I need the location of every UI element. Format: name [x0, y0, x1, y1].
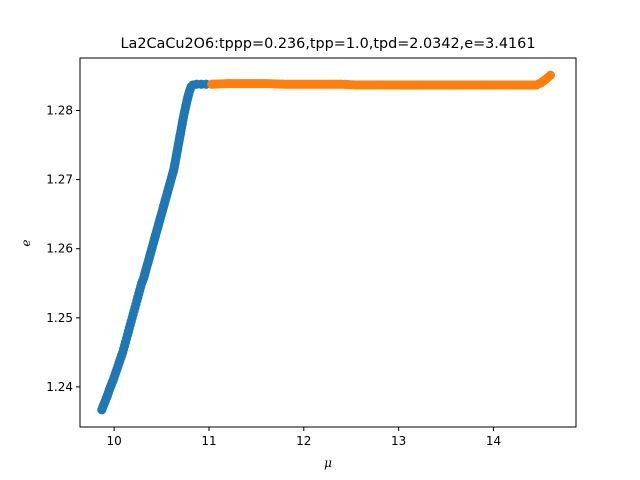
y-axis: 1.24 1.25 1.26 1.27 1.28 — [46, 104, 80, 394]
y-tick-label: 1.27 — [46, 173, 73, 187]
axes-frame — [80, 58, 576, 427]
x-axis-label: μ — [324, 456, 332, 470]
chart-title: La2CaCu2O6:tppp=0.236,tpp=1.0,tpd=2.0342… — [121, 36, 536, 52]
y-tick-label: 1.28 — [46, 104, 73, 118]
series-1 — [97, 79, 211, 415]
y-tick-label: 1.24 — [46, 380, 73, 394]
x-axis: 10 11 12 13 14 — [107, 427, 501, 448]
x-tick-label: 14 — [486, 434, 501, 448]
data-marks — [97, 70, 555, 415]
x-tick-label: 10 — [107, 434, 122, 448]
x-tick-label: 13 — [391, 434, 406, 448]
x-tick-label: 12 — [296, 434, 311, 448]
plot-area — [79, 57, 577, 428]
axes-spines — [79, 57, 577, 428]
y-tick-label: 1.25 — [46, 311, 73, 325]
y-tick-label: 1.26 — [46, 242, 73, 256]
series-2 — [207, 70, 555, 90]
x-tick-label: 11 — [201, 434, 216, 448]
data-point — [545, 70, 555, 80]
y-axis-label: e — [19, 239, 33, 246]
